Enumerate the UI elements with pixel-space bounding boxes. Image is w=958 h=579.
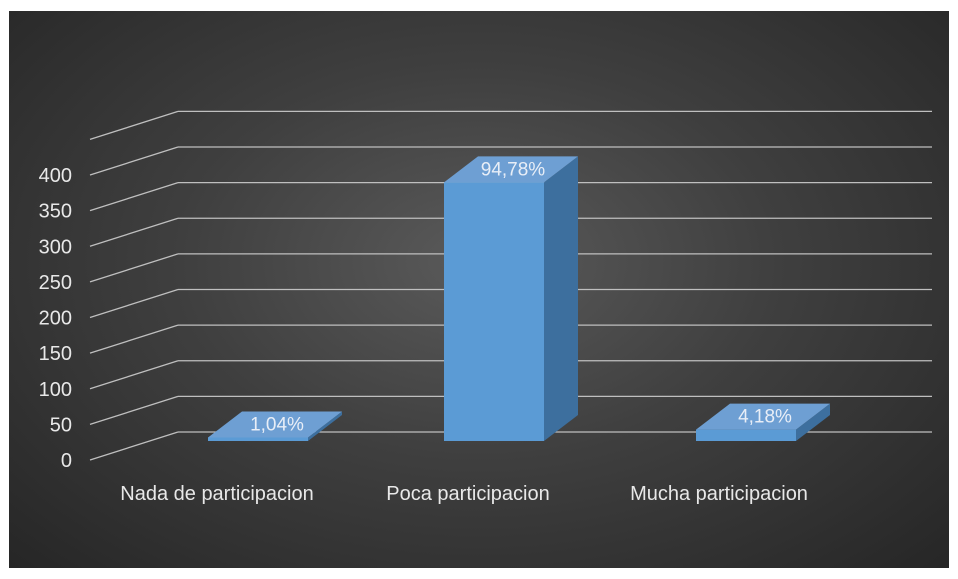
bar-side [796,403,830,441]
y-tick-label: 350 [39,201,72,223]
y-tick-label: 250 [39,272,72,294]
gridline-diagonal [89,217,179,247]
data-label: 94,78% [481,159,546,180]
bar-top [444,156,578,183]
x-category-label: Mucha participacion [630,483,808,505]
data-labels: 1,04% 94,78% 4,18% [250,159,792,435]
data-label: 1,04% [250,414,304,435]
bar-side [544,156,578,442]
y-tick-label: 100 [39,379,72,401]
bar-front [444,182,544,442]
gridline-diagonal [89,182,179,212]
data-label: 4,18% [738,407,792,428]
x-axis-categories: Nada de participacion Poca participacion M… [120,483,808,505]
bar-front [696,429,796,441]
bar-top [208,411,342,438]
y-tick-label: 400 [39,165,72,187]
bar-top [696,403,830,430]
gridline-diagonal [89,146,179,176]
bar-front [208,437,308,441]
bar [208,411,342,441]
y-tick-label: 50 [50,414,72,436]
bar [444,156,578,442]
x-category-label: Nada de participacion [120,483,313,505]
gridline-diagonal [89,253,179,283]
gridline-diagonal [89,395,179,425]
gridline-diagonal [89,110,179,140]
y-tick-label: 0 [61,450,72,472]
gridline-diagonal [89,360,179,390]
bars [208,156,830,442]
x-category-label: Poca participacion [386,483,549,505]
y-tick-label: 150 [39,343,72,365]
gridline-diagonal [89,288,179,319]
y-axis-ticks: 0 50 100 150 200 250 300 350 400 [39,165,72,472]
bar [696,403,830,441]
gridline-diagonal [89,431,179,461]
bar-side [308,411,342,441]
y-tick-label: 200 [39,308,72,330]
gridline-diagonal [89,324,179,354]
y-tick-label: 300 [39,236,72,258]
